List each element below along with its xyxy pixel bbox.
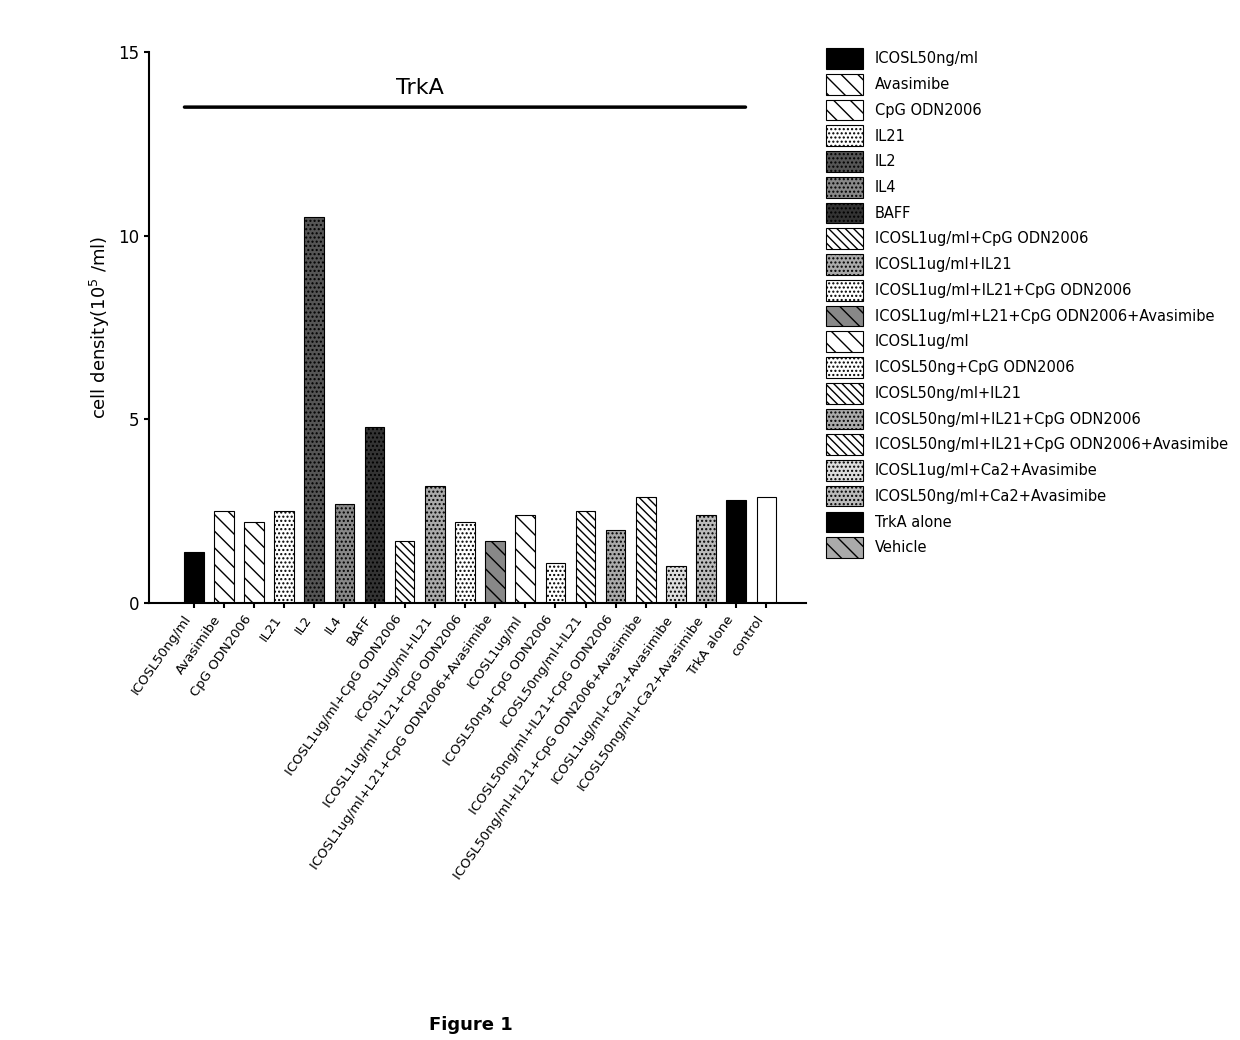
- Bar: [485, 541, 505, 603]
- Bar: [335, 504, 355, 603]
- Legend: ICOSL50ng/ml, Avasimibe, CpG ODN2006, IL21, IL2, IL4, BAFF, ICOSL1ug/ml+CpG ODN2: ICOSL50ng/ml, Avasimibe, CpG ODN2006, IL…: [826, 48, 1228, 557]
- Bar: [606, 529, 625, 603]
- Text: Figure 1: Figure 1: [429, 1016, 513, 1034]
- Bar: [636, 497, 656, 603]
- Bar: [756, 497, 776, 603]
- Bar: [215, 512, 233, 603]
- Bar: [184, 552, 203, 603]
- Bar: [244, 522, 264, 603]
- Bar: [727, 500, 746, 603]
- Bar: [305, 217, 324, 603]
- Bar: [575, 512, 595, 603]
- Bar: [365, 426, 384, 603]
- Y-axis label: cell density($10^5$ /ml): cell density($10^5$ /ml): [88, 236, 113, 419]
- Bar: [546, 563, 565, 603]
- Bar: [666, 567, 686, 603]
- Bar: [516, 515, 534, 603]
- Bar: [394, 541, 414, 603]
- Bar: [274, 512, 294, 603]
- Bar: [455, 522, 475, 603]
- Bar: [697, 515, 715, 603]
- Text: TrkA: TrkA: [396, 78, 444, 98]
- Bar: [425, 486, 445, 603]
